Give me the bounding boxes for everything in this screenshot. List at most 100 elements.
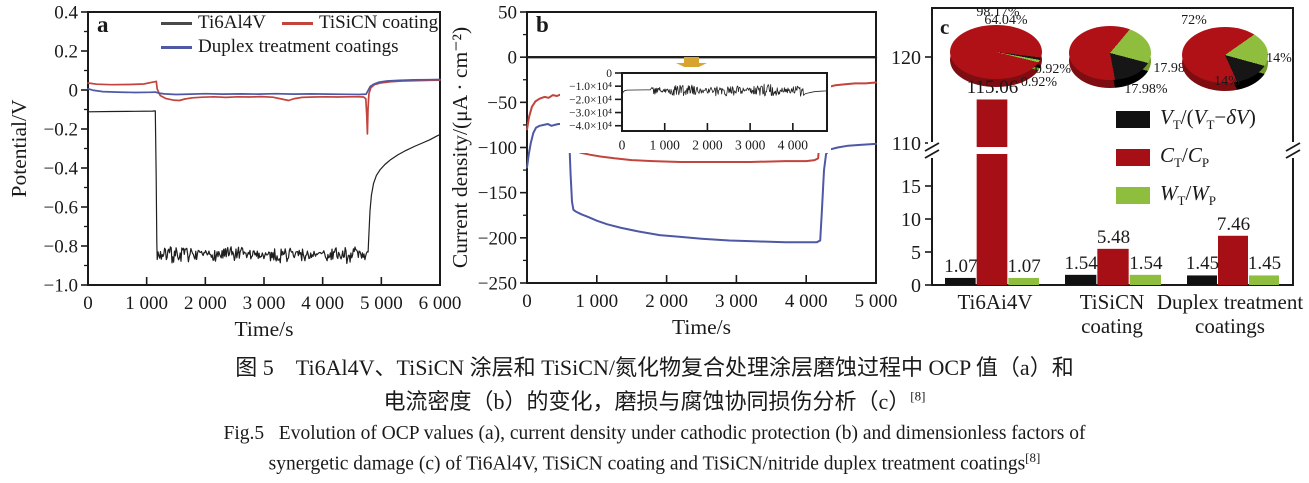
- svg-text:−1.0×10⁴: −1.0×10⁴: [569, 81, 612, 93]
- bar-bar_black-g1: [1065, 274, 1097, 285]
- legend-item: CT/CP: [1116, 143, 1256, 171]
- svg-text:−2.0×10⁴: −2.0×10⁴: [569, 94, 612, 106]
- ocp-panel: 0.4 0.2 0 −0.2 −0.4 −0.6 −0.8 −1.0 0 1 000 2 000 3 …: [0, 0, 461, 341]
- pie-slice-label: 17.98%: [1124, 82, 1168, 97]
- caption-en-line1-text: Fig.5 Evolution of OCP values (a), curre…: [223, 423, 1086, 444]
- svg-text:0.2: 0.2: [54, 41, 78, 62]
- bar-value-label: 1.54: [1064, 252, 1098, 274]
- svg-text:15: 15: [901, 176, 921, 198]
- svg-text:0: 0: [522, 291, 532, 312]
- bar-value-label: 1.45: [1247, 253, 1282, 275]
- svg-text:1 000: 1 000: [125, 293, 168, 314]
- svg-text:4 000: 4 000: [301, 293, 344, 314]
- legend-label: CT/CP: [1160, 143, 1210, 171]
- legend-label: Duplex treatment coatings: [198, 36, 399, 57]
- caption-zh-line2-text: 电流密度（b）的变化，磨损与腐蚀协同损伤分析（c）: [383, 389, 911, 414]
- svg-text:0: 0: [606, 68, 612, 80]
- svg-text:0: 0: [83, 293, 93, 314]
- svg-text:5 000: 5 000: [360, 293, 403, 314]
- svg-text:−100: −100: [478, 138, 517, 159]
- svg-text:1 000: 1 000: [575, 291, 618, 312]
- legend-label: WT/WP: [1160, 181, 1217, 209]
- pie-slice-label: 72%: [1181, 13, 1207, 28]
- caption-zh-line2: 电流密度（b）的变化，磨损与腐蚀协同损伤分析（c）[8]: [0, 384, 1309, 416]
- panel-letter-c: c: [940, 15, 950, 39]
- bar-value-label: 7.46: [1216, 213, 1251, 235]
- svg-text:3 000: 3 000: [243, 293, 286, 314]
- pie-slice-label: 0.92%: [1034, 62, 1072, 77]
- category-label: Ti6Ai4V: [957, 290, 1033, 314]
- svg-text:−0.6: −0.6: [44, 197, 78, 218]
- pie-chart-2: [1069, 26, 1151, 88]
- pie-slice-label: 98.17%: [976, 5, 1020, 20]
- svg-text:−3.0×10⁴: −3.0×10⁴: [569, 107, 612, 119]
- synergy-chart-svg: 0 5 10 15 110 120: [891, 7, 1301, 297]
- legend-item: Duplex treatment coatings: [161, 36, 399, 58]
- bar-bar_red-g2: [1218, 235, 1248, 285]
- bar-bar_green-g1: [1129, 274, 1161, 285]
- bar-bar_red-g0: [976, 99, 1008, 285]
- ocp-legend: Ti6Al4V TiSiCN coating Duplex treatment co…: [161, 12, 438, 58]
- bar-bar_black-g2: [1187, 275, 1217, 285]
- svg-text:0: 0: [619, 138, 626, 153]
- bar-bar_black-g0: [945, 277, 976, 285]
- panel-letter-b: b: [536, 12, 549, 37]
- pie-chart-1: [950, 25, 1042, 87]
- svg-text:Potential/V: Potential/V: [7, 99, 31, 197]
- svg-text:3 000: 3 000: [715, 291, 758, 312]
- bar-bar_green-g0: [1008, 277, 1039, 285]
- svg-text:−1.0: −1.0: [44, 275, 78, 296]
- caption-en-line2: synergetic damage (c) of Ti6Al4V, TiSiCN…: [0, 450, 1309, 476]
- bar-value-label: 5.48: [1096, 226, 1131, 248]
- legend-label: VT/(VT−δV): [1160, 105, 1256, 133]
- caption-en-ref: [8]: [1025, 450, 1041, 465]
- svg-text:−4.0×10⁴: −4.0×10⁴: [569, 121, 612, 133]
- svg-text:120: 120: [891, 47, 921, 69]
- pie-slice-label: 14%: [1214, 74, 1240, 89]
- caption-zh-line1-text: 图 5 Ti6Al4V、TiSiCN 涂层和 TiSiCN/氮化物复合处理涂层磨…: [235, 355, 1074, 380]
- pie-top: [950, 25, 1042, 79]
- caption-zh-line1: 图 5 Ti6Al4V、TiSiCN 涂层和 TiSiCN/氮化物复合处理涂层磨…: [0, 350, 1309, 382]
- category-label: TiSiCN coating: [1079, 290, 1145, 338]
- category-label: Duplex treatment coatings: [1156, 290, 1304, 338]
- svg-text:1 000: 1 000: [650, 138, 681, 153]
- svg-text:5: 5: [911, 242, 921, 264]
- ocp-chart-svg: 0.40.20−0.2−0.4−0.6−0.8−1.00 1 000 2 000 3 …: [7, 2, 461, 341]
- legend-label: TiSiCN coating: [318, 12, 439, 33]
- legend-swatch: [1116, 110, 1150, 128]
- legend-line-swatch: [281, 21, 313, 25]
- svg-text:−0.2: −0.2: [44, 119, 78, 140]
- panel-letter-a: a: [97, 12, 109, 37]
- pie-slice-label: 14%: [1266, 51, 1292, 66]
- legend-item: WT/WP: [1116, 181, 1256, 209]
- pie-top: [1182, 27, 1268, 83]
- current-density-panel: 50 0 −50 −100 −150 −200 −250 0 1 000 2 000 3 000 4 …: [445, 0, 897, 339]
- svg-text:Time/s: Time/s: [672, 315, 731, 339]
- arrow-down-icon: [676, 57, 707, 71]
- svg-text:−0.4: −0.4: [44, 158, 79, 179]
- svg-text:4 000: 4 000: [778, 138, 809, 153]
- bar-value-label: 1.07: [1007, 255, 1041, 277]
- svg-text:0: 0: [911, 275, 921, 297]
- svg-text:2 000: 2 000: [692, 138, 723, 153]
- legend-item: VT/(VT−δV): [1116, 105, 1256, 133]
- svg-text:6 000: 6 000: [419, 293, 462, 314]
- legend-line-swatch: [161, 21, 192, 25]
- bar-bar_green-g2: [1249, 275, 1279, 285]
- pie-chart-3: [1182, 27, 1268, 91]
- svg-text:4 000: 4 000: [785, 291, 828, 312]
- svg-text:5 000: 5 000: [855, 291, 898, 312]
- svg-text:2 000: 2 000: [184, 293, 227, 314]
- svg-text:−150: −150: [478, 183, 517, 204]
- caption-en-line2-text: synergetic damage (c) of Ti6Al4V, TiSiCN…: [268, 453, 1026, 475]
- bar-value-label: 1.07: [944, 255, 978, 277]
- synergy-panel: 0 5 10 15 110 120 c VT/(VT−δV) CT/CP WT/WP 98.1…: [882, 0, 1309, 338]
- svg-text:0.4: 0.4: [54, 2, 78, 23]
- bar-value-label: 1.54: [1129, 252, 1163, 274]
- bar-value-label: 115.06: [966, 77, 1019, 99]
- svg-text:3 000: 3 000: [735, 138, 766, 153]
- pie-slice-label: 64.04%: [984, 13, 1028, 28]
- pie-slice-label: 0.92%: [1020, 75, 1058, 90]
